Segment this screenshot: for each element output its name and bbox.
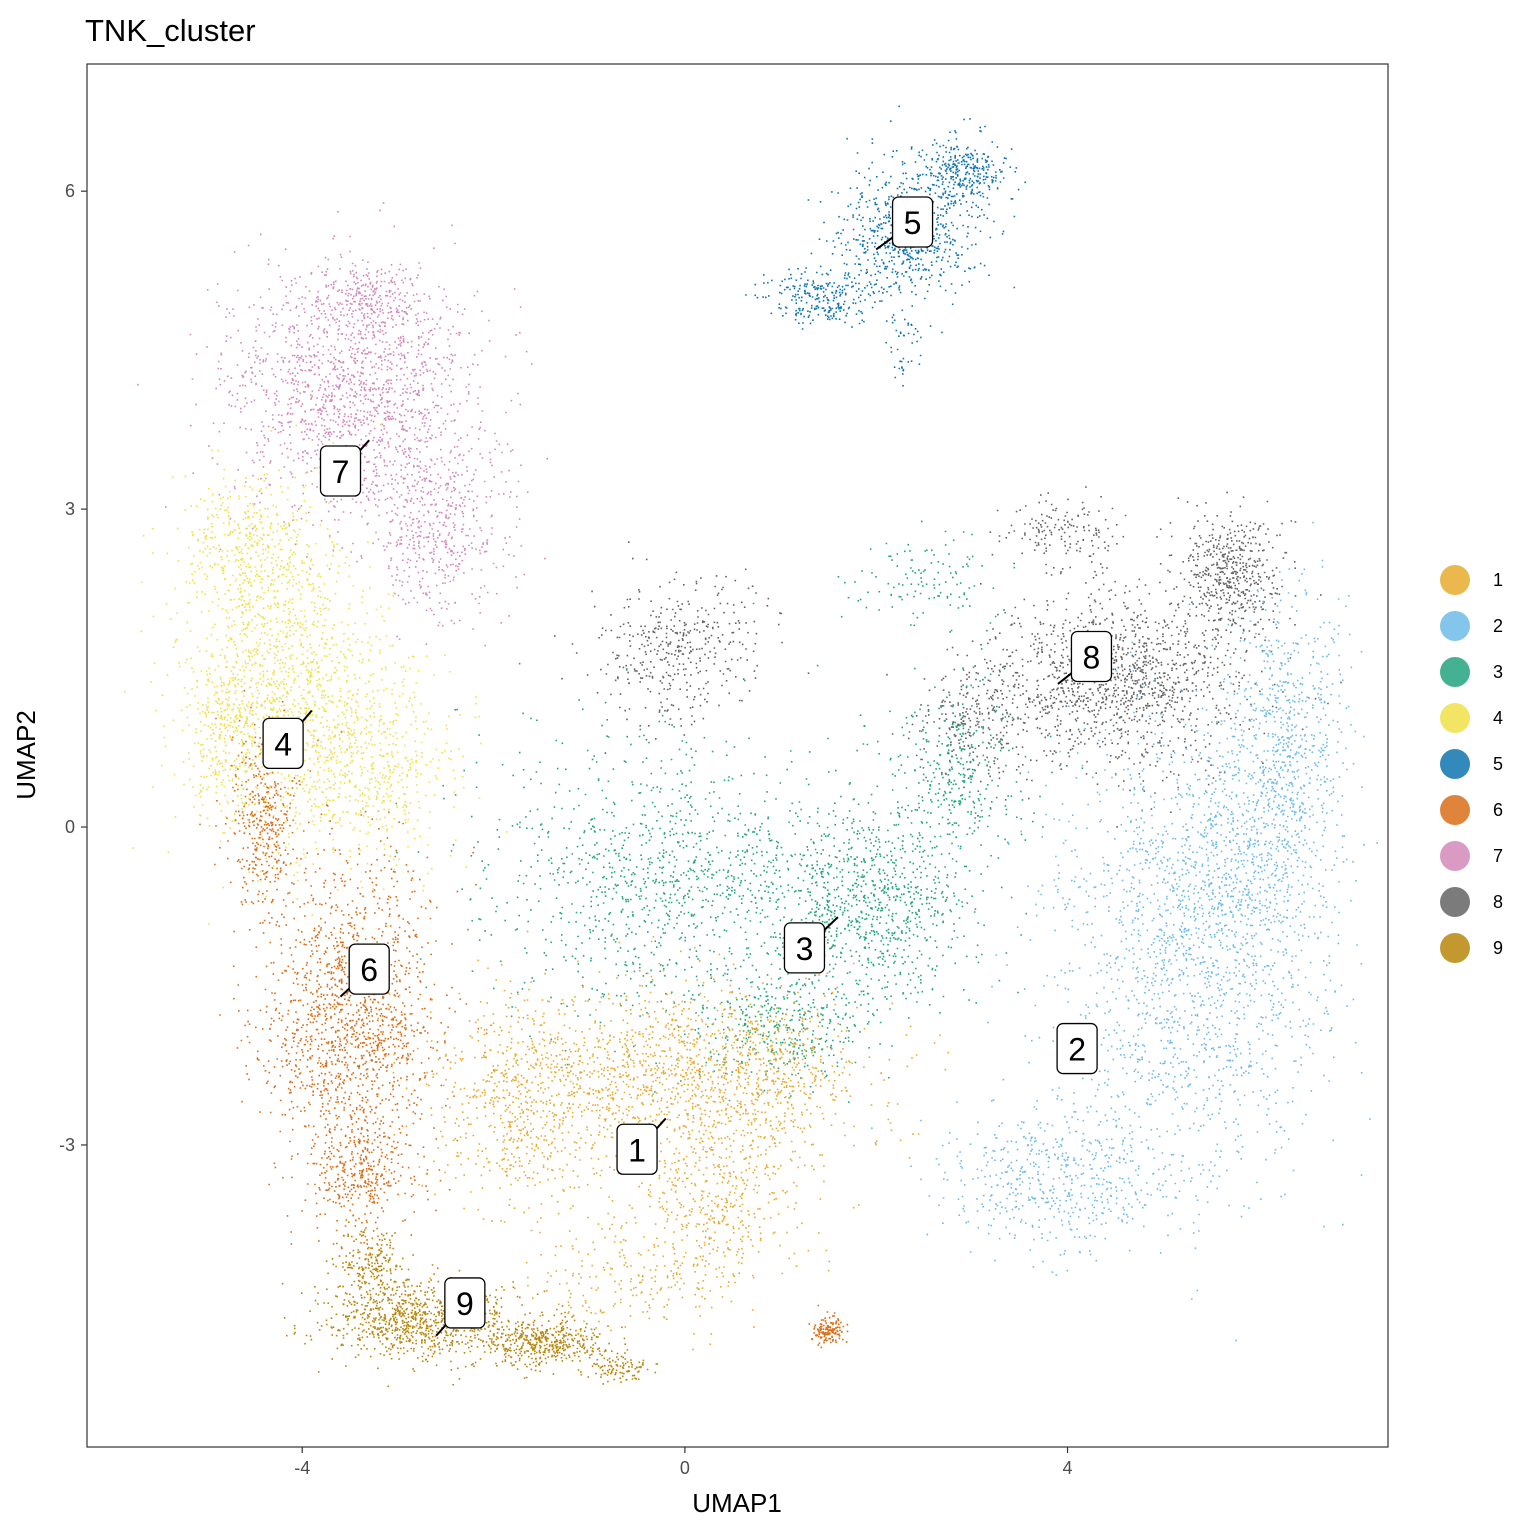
legend-swatch-2 xyxy=(1440,611,1470,641)
cluster-label-8: 8 xyxy=(1057,630,1113,685)
x-tick-label: -4 xyxy=(294,1458,310,1478)
cluster-label-text-5: 5 xyxy=(904,205,922,241)
cluster-label-box-9 xyxy=(444,1277,486,1329)
chart-title: TNK_cluster xyxy=(85,13,256,48)
cluster-label-box-3 xyxy=(783,922,826,974)
plot-area: 1 2 3 4 5 6 7 8 9 xyxy=(86,63,1389,1448)
legend-swatch-5 xyxy=(1440,749,1470,779)
cluster-label-text-8: 8 xyxy=(1083,639,1101,675)
legend-label-7: 7 xyxy=(1493,846,1503,866)
y-axis: -3 0 3 6 xyxy=(59,181,87,1155)
legend-label-5: 5 xyxy=(1493,754,1503,774)
legend-label-3: 3 xyxy=(1493,662,1503,682)
legend-swatch-9 xyxy=(1440,933,1470,963)
legend-swatch-4 xyxy=(1440,703,1470,733)
cluster-label-text-2: 2 xyxy=(1068,1032,1086,1068)
cluster-label-text-1: 1 xyxy=(628,1132,646,1168)
legend-item-4: 4 xyxy=(1440,703,1503,733)
legend-label-2: 2 xyxy=(1493,616,1503,636)
legend: 1 2 3 4 5 6 7 8 9 xyxy=(1440,565,1503,963)
y-tick-label: 0 xyxy=(65,817,75,837)
series-7-marks xyxy=(137,202,548,647)
legend-label-6: 6 xyxy=(1493,800,1503,820)
legend-item-2: 2 xyxy=(1440,611,1503,641)
x-tick-label: 4 xyxy=(1063,1458,1073,1478)
y-tick-label: -3 xyxy=(59,1135,75,1155)
legend-item-5: 5 xyxy=(1440,749,1503,779)
legend-item-6: 6 xyxy=(1440,795,1503,825)
cluster-label-text-7: 7 xyxy=(332,454,350,490)
y-tick-label: 3 xyxy=(65,499,75,519)
legend-label-8: 8 xyxy=(1493,892,1503,912)
cluster-label-box-6 xyxy=(348,943,390,995)
series-5-marks xyxy=(745,105,1026,387)
cluster-label-9: 9 xyxy=(435,1277,486,1337)
series-7-points xyxy=(137,202,548,647)
legend-label-9: 9 xyxy=(1493,938,1503,958)
cluster-label-text-3: 3 xyxy=(796,931,814,967)
legend-swatch-3 xyxy=(1440,657,1470,687)
series-5-points xyxy=(745,105,1026,387)
legend-item-1: 1 xyxy=(1440,565,1503,595)
x-tick-label: 0 xyxy=(680,1458,690,1478)
x-axis: -4 0 4 xyxy=(294,1447,1073,1478)
cluster-label-text-6: 6 xyxy=(360,952,378,988)
x-axis-title: UMAP1 xyxy=(692,1488,782,1518)
legend-item-9: 9 xyxy=(1440,933,1503,963)
legend-swatch-8 xyxy=(1440,887,1470,917)
cluster-label-box-7 xyxy=(319,445,362,497)
cluster-label-box-1 xyxy=(616,1123,658,1175)
legend-item-7: 7 xyxy=(1440,841,1503,871)
cluster-label-4: 4 xyxy=(262,709,313,770)
cluster-label-3: 3 xyxy=(783,916,839,974)
legend-item-3: 3 xyxy=(1440,657,1503,687)
cluster-label-5: 5 xyxy=(875,196,934,251)
cluster-label-text-4: 4 xyxy=(274,726,292,762)
series-8-points xyxy=(554,486,1342,828)
legend-label-4: 4 xyxy=(1493,708,1503,728)
panel-border xyxy=(86,63,1389,1448)
cluster-label-2: 2 xyxy=(1056,1022,1098,1075)
legend-swatch-7 xyxy=(1440,841,1470,871)
y-axis-title: UMAP2 xyxy=(11,710,41,800)
cluster-labels: 1 2 3 4 5 6 7 8 9 xyxy=(262,196,1113,1337)
cluster-label-box-8 xyxy=(1070,630,1113,683)
y-tick-label: 6 xyxy=(65,181,75,201)
legend-swatch-1 xyxy=(1440,565,1470,595)
cluster-label-box-2 xyxy=(1056,1022,1098,1075)
cluster-label-box-4 xyxy=(262,717,304,770)
cluster-label-1: 1 xyxy=(616,1117,667,1175)
cluster-label-text-9: 9 xyxy=(456,1286,474,1322)
series-8-marks xyxy=(554,486,1342,828)
legend-label-1: 1 xyxy=(1493,570,1503,590)
cluster-label-7: 7 xyxy=(319,439,370,497)
legend-swatch-6 xyxy=(1440,795,1470,825)
legend-item-8: 8 xyxy=(1440,887,1503,917)
cluster-label-6: 6 xyxy=(339,943,390,998)
cluster-label-box-5 xyxy=(891,196,934,248)
